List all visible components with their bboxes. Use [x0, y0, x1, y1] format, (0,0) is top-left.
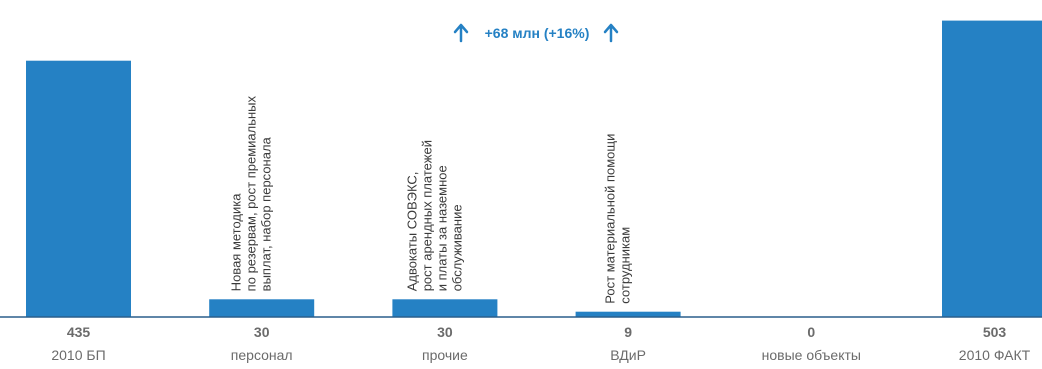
- bar-annotation: Новая методика по резервам, рост премиаль…: [229, 95, 274, 291]
- annotation-line: по резервам, рост премиальных: [244, 95, 259, 291]
- category-label: новые объекты: [762, 347, 861, 363]
- arrow-up-icon: [603, 23, 619, 43]
- annotation-line: Рост материальной помощи: [603, 134, 618, 304]
- category-label: 2010 БП: [51, 347, 105, 363]
- value-label: 30: [254, 324, 270, 340]
- category-label: прочие: [422, 347, 468, 363]
- annotation-line: выплат, набор персонала: [259, 136, 274, 291]
- value-label: 30: [437, 324, 453, 340]
- arrow-up-icon: [453, 23, 469, 43]
- bar-2: [392, 299, 498, 317]
- annotations-group: Новая методика по резервам, рост премиаль…: [229, 95, 633, 303]
- headline-annotation: +68 млн (+16%): [453, 23, 619, 43]
- category-label: персонал: [231, 347, 293, 363]
- category-label: ВДиР: [610, 347, 646, 363]
- bar-1: [209, 299, 315, 317]
- annotation-line: Новая методика: [229, 193, 244, 292]
- value-label: 0: [807, 324, 815, 340]
- category-label: 2010 ФАКТ: [959, 347, 1031, 363]
- value-label: 435: [67, 324, 91, 340]
- annotation-line: сотрудникам: [618, 227, 633, 304]
- bar-0: [26, 60, 131, 317]
- annotation-line: рост арендных платежей: [419, 140, 434, 291]
- annotation-line: обслуживание: [449, 204, 464, 291]
- annotation-line: и платы за наземное: [434, 165, 449, 291]
- value-label: 9: [624, 324, 632, 340]
- bar-3: [575, 311, 681, 317]
- bar-annotation: Рост материальной помощи сотрудникам: [603, 134, 633, 304]
- annotation-line: Адвокаты СОВЭКС,: [404, 172, 419, 292]
- value-label: 503: [983, 324, 1007, 340]
- bar-5: [942, 20, 1042, 317]
- bars-group: [26, 20, 1042, 317]
- headline-text: +68 млн (+16%): [485, 25, 590, 41]
- labels-group: 435 2010 БП 30 персонал 30 прочие 9 ВДиР 0 новые …: [51, 324, 1030, 363]
- bar-annotation: Адвокаты СОВЭКС, рост арендных платежей и …: [404, 140, 464, 291]
